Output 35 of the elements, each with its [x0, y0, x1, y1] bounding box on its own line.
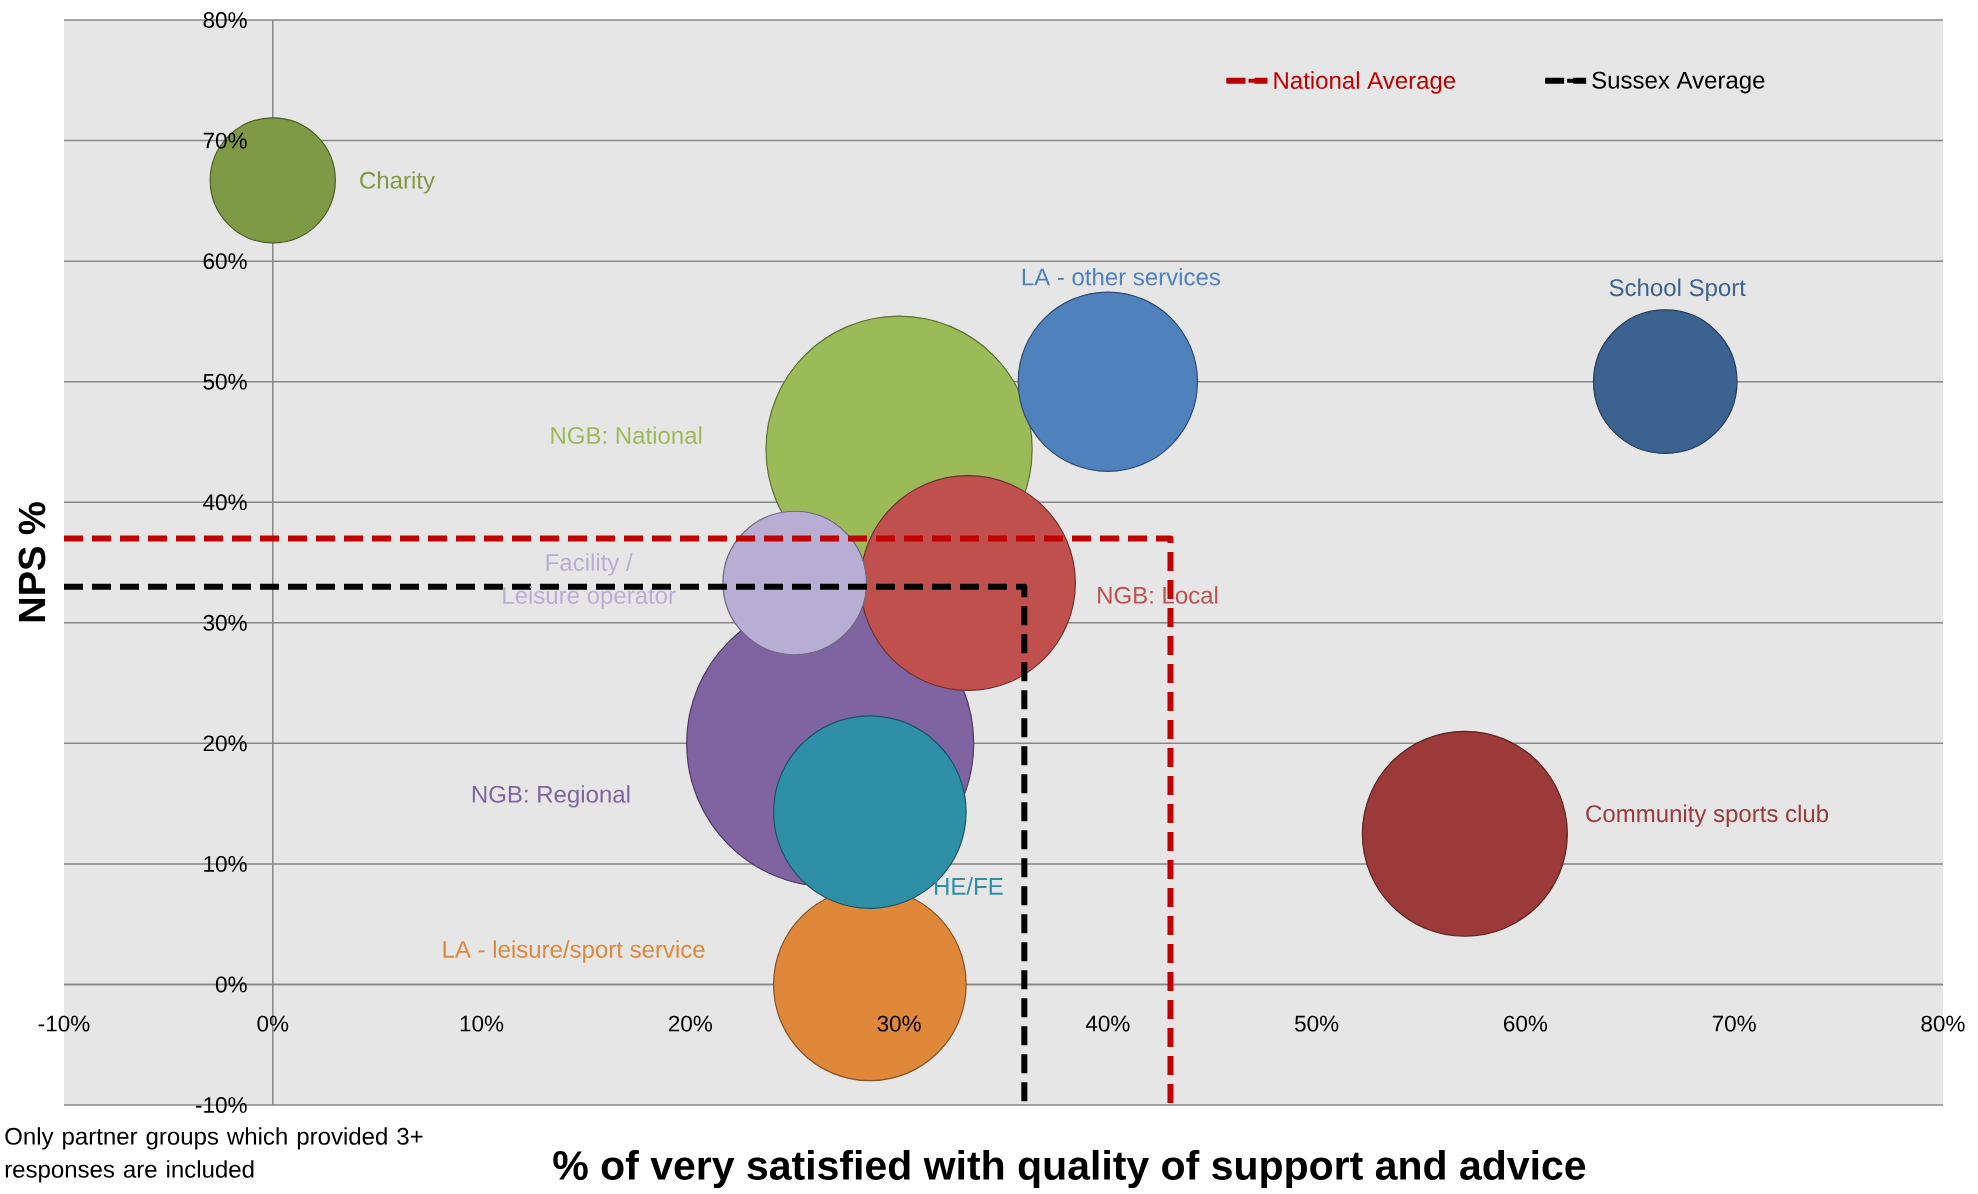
series-label: Facility / Leisure operator — [503, 553, 676, 609]
y-axis-title: NPS % — [18, 502, 46, 622]
y-tick-label: 0% — [215, 976, 247, 993]
y-tick-label: 40% — [203, 494, 247, 511]
y-tick-label: 20% — [203, 735, 247, 752]
x-tick-label: 10% — [460, 1015, 504, 1032]
series-label: Community sports club — [1586, 804, 1829, 827]
text: LA - leisure/sport service — [443, 940, 705, 963]
x-tick-label: 0% — [257, 1015, 289, 1032]
x-tick-label: 60% — [1504, 1015, 1548, 1032]
legend-label: Sussex Average — [1592, 71, 1765, 94]
y-tick-label: 70% — [203, 132, 247, 149]
x-tick-label: 80% — [1921, 1015, 1965, 1032]
y-tick-label: -10% — [196, 1097, 247, 1113]
text: NGB: National — [551, 426, 702, 445]
series-label: LA - other services — [1022, 267, 1220, 286]
x-axis-title: % of very satisfied with quality of support and advice — [553, 1149, 1586, 1189]
y-tick-label: 10% — [204, 855, 247, 872]
x-tick-label: 40% — [1085, 1015, 1130, 1032]
legend-label: Charity — [360, 171, 435, 194]
y-tick-label: 80% — [203, 12, 247, 28]
x-tick-label: 20% — [668, 1015, 713, 1032]
y-tick-label: 60% — [203, 253, 247, 270]
text: NGB: Regional — [472, 785, 630, 808]
legend-label: NGB: Local — [1098, 586, 1218, 604]
x-tick-label: 50% — [1295, 1015, 1339, 1032]
x-tick-label: -10% — [38, 1015, 90, 1032]
y-tick-label: 30% — [203, 614, 247, 631]
y-tick-label: 50% — [203, 373, 247, 390]
legend-label: National Average — [1274, 71, 1456, 94]
x-tick-label: 70% — [1712, 1015, 1756, 1032]
text: Only partner groups which provided 3+ responses are included — [5, 1127, 423, 1183]
x-tick-label: 30% — [877, 1015, 921, 1032]
series-label: HE/FE — [935, 877, 1003, 895]
series-label: School Sport — [1609, 278, 1746, 301]
